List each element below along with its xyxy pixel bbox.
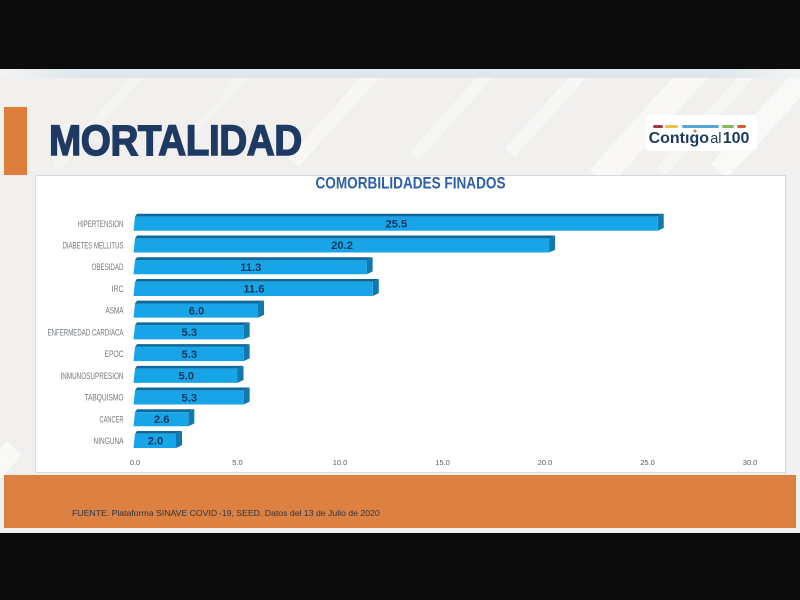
svg-text:2.0: 2.0 — [148, 436, 164, 448]
svg-text:30.0: 30.0 — [743, 458, 758, 467]
svg-text:5.0: 5.0 — [232, 458, 242, 467]
svg-text:6.0: 6.0 — [189, 305, 205, 317]
svg-text:COMORBILIDADES FINADOS: COMORBILIDADES FINADOS — [316, 175, 506, 193]
svg-text:20.0: 20.0 — [538, 458, 553, 467]
svg-text:5.3: 5.3 — [182, 392, 198, 404]
svg-text:11.3: 11.3 — [240, 262, 261, 274]
svg-text:15.0: 15.0 — [435, 458, 450, 467]
svg-text:5.3: 5.3 — [182, 349, 198, 361]
svg-text:NINGUNA: NINGUNA — [94, 436, 124, 446]
svg-text:25.5: 25.5 — [385, 219, 407, 231]
svg-text:DIABETES MELLITUS: DIABETES MELLITUS — [63, 241, 124, 251]
svg-text:25.0: 25.0 — [640, 458, 655, 467]
svg-text:HIPERTENSION: HIPERTENSION — [78, 219, 124, 229]
svg-text:ASMA: ASMA — [106, 306, 124, 316]
svg-text:INMUNOSUPRESION: INMUNOSUPRESION — [61, 371, 124, 381]
svg-text:2.6: 2.6 — [154, 414, 170, 426]
svg-text:ENFERMEDAD CARDIACA: ENFERMEDAD CARDIACA — [48, 327, 124, 337]
svg-text:OBESIDAD: OBESIDAD — [92, 262, 124, 272]
svg-text:5.0: 5.0 — [178, 371, 194, 383]
svg-text:0.0: 0.0 — [130, 458, 140, 467]
svg-text:TABQUISMO: TABQUISMO — [85, 393, 124, 403]
svg-text:20.2: 20.2 — [331, 240, 353, 252]
svg-text:IRC: IRC — [112, 284, 125, 294]
svg-text:5.3: 5.3 — [182, 327, 198, 339]
svg-text:EPOC: EPOC — [105, 349, 124, 359]
svg-text:CANCER: CANCER — [100, 414, 124, 424]
svg-text:11.6: 11.6 — [243, 284, 264, 296]
svg-text:10.0: 10.0 — [333, 458, 348, 467]
